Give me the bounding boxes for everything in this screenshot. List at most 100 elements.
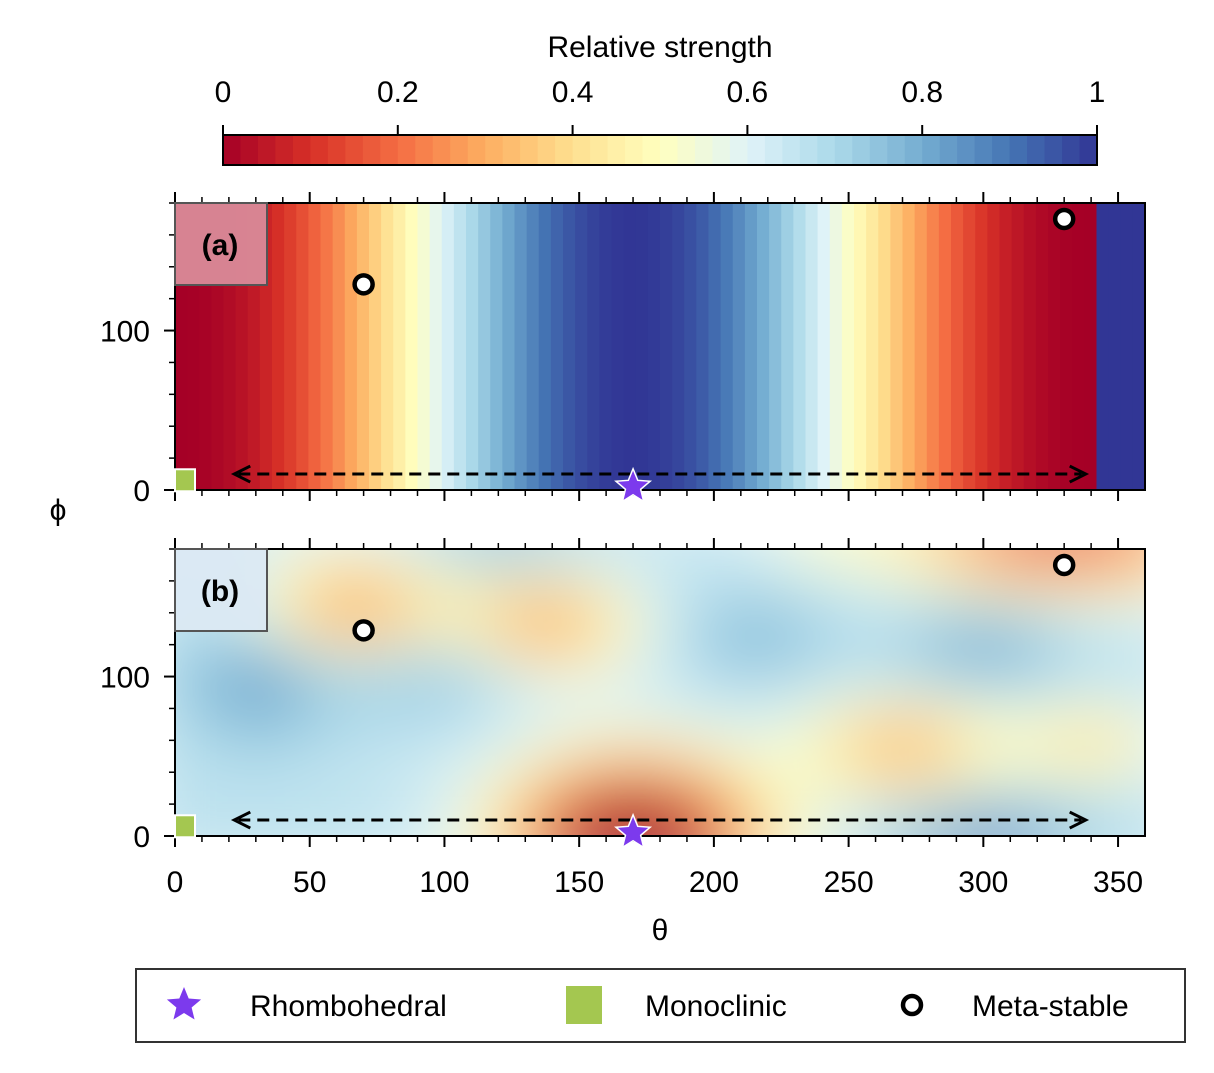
heatmap-b-cell bbox=[599, 549, 621, 568]
heatmap-b-cell bbox=[720, 602, 742, 622]
arrow-head-right bbox=[1069, 810, 1090, 830]
heatmap-b-cell bbox=[215, 836, 236, 855]
heatmap-b-cell bbox=[1145, 549, 1166, 568]
heatmap-b-cell bbox=[558, 656, 580, 676]
heatmap-b-cell bbox=[1064, 620, 1085, 640]
heatmap-b-cell bbox=[1104, 674, 1126, 694]
heatmap-b-cell bbox=[599, 566, 621, 586]
heatmap-b-cell bbox=[761, 549, 782, 568]
heatmap-a-cell bbox=[429, 203, 443, 490]
heatmap-b-cell bbox=[255, 818, 277, 836]
heatmap-b-cell bbox=[923, 513, 944, 532]
colorbar-cell bbox=[380, 135, 399, 165]
heatmap-b-cell bbox=[478, 782, 499, 801]
heatmap-b-cell bbox=[801, 818, 823, 836]
heatmap-b-cell bbox=[377, 728, 398, 747]
heatmap-b-cell bbox=[175, 656, 196, 676]
heatmap-b-cell bbox=[558, 620, 580, 640]
heatmap-b-cell bbox=[942, 674, 964, 694]
heatmap-b-cell bbox=[1124, 728, 1145, 747]
heatmap-b-cell bbox=[882, 818, 904, 836]
heatmap-b-cell bbox=[377, 710, 398, 729]
heatmap-b-cell bbox=[1003, 656, 1025, 676]
heatmap-b-cell bbox=[155, 836, 176, 855]
heatmap-b-cell bbox=[680, 566, 702, 586]
heatmap-b-cell bbox=[276, 710, 297, 729]
heatmap-b-cell bbox=[781, 549, 803, 568]
heatmap-a-cell bbox=[587, 203, 600, 490]
heatmap-b-cell bbox=[841, 764, 863, 783]
arrow-head-right bbox=[1069, 464, 1090, 484]
heatmap-b-cell bbox=[639, 620, 661, 640]
heatmap-b-cell bbox=[882, 638, 904, 658]
heatmap-b-cell bbox=[417, 818, 439, 836]
heatmap-b-cell bbox=[620, 513, 641, 532]
colorbar-cell bbox=[992, 135, 1011, 165]
heatmap-b-cell bbox=[579, 764, 600, 783]
heatmap-b-cell bbox=[1043, 638, 1065, 658]
heatmap-b-cell bbox=[1003, 710, 1025, 729]
colorbar-cell bbox=[764, 135, 783, 165]
heatmap-a-cell bbox=[999, 203, 1013, 490]
heatmap-b-cell bbox=[498, 692, 520, 712]
heatmap-b-cell bbox=[215, 513, 236, 532]
colorbar-cell bbox=[590, 135, 609, 165]
heatmap-b-cell bbox=[579, 602, 600, 622]
heatmap-b-cell bbox=[215, 728, 237, 747]
heatmap-b-cell bbox=[559, 513, 580, 532]
heatmap-b-cell bbox=[135, 782, 156, 801]
heatmap-b-cell bbox=[882, 674, 904, 694]
heatmap-b-cell bbox=[1104, 549, 1126, 568]
heatmap-b-cell bbox=[175, 620, 176, 640]
heatmap-a-cell bbox=[1132, 203, 1145, 490]
heatmap-b-cell bbox=[841, 549, 863, 550]
heatmap-b-cell bbox=[761, 782, 782, 801]
heatmap-b-cell bbox=[316, 566, 338, 586]
heatmap-b-cell bbox=[1165, 854, 1186, 873]
heatmap-b-cell bbox=[660, 728, 681, 747]
heatmap-b-cell bbox=[558, 584, 580, 604]
heatmap-b-cell bbox=[296, 566, 318, 586]
heatmap-b-cell bbox=[741, 836, 762, 855]
heatmap-b-cell bbox=[1023, 549, 1045, 550]
heatmap-b-cell bbox=[518, 746, 540, 765]
heatmap-b-cell bbox=[498, 656, 520, 676]
heatmap-b-cell bbox=[235, 728, 257, 747]
heatmap-b-cell bbox=[296, 584, 318, 604]
heatmap-b-cell bbox=[1023, 549, 1045, 568]
heatmap-b-cell bbox=[963, 656, 984, 676]
heatmap-b-cell bbox=[902, 674, 924, 694]
heatmap-b-cell bbox=[903, 836, 924, 855]
heatmap-b-cell bbox=[356, 746, 378, 765]
colorbar-cell bbox=[537, 135, 556, 165]
heatmap-b-cell bbox=[1043, 584, 1065, 604]
heatmap-b-cell bbox=[397, 656, 419, 676]
heatmap-b-cell bbox=[498, 800, 520, 819]
heatmap-a-cell bbox=[1011, 203, 1025, 490]
heatmap-a-cell bbox=[757, 203, 770, 490]
heatmap-b-cell bbox=[740, 620, 762, 640]
heatmap-b-cell bbox=[680, 818, 702, 836]
heatmap-b-cell bbox=[680, 710, 702, 729]
heatmap-b-cell bbox=[761, 513, 782, 532]
colorbar-cell bbox=[223, 135, 242, 165]
heatmap-b-cell bbox=[700, 746, 722, 765]
heatmap-b-cell bbox=[619, 728, 641, 747]
heatmap-b-cell bbox=[377, 656, 398, 676]
heatmap-b-cell bbox=[902, 638, 924, 658]
heatmap-b-cell bbox=[255, 710, 277, 729]
heatmap-b-cell bbox=[1043, 656, 1065, 676]
heatmap-b-cell bbox=[1145, 818, 1166, 837]
heatmap-b-cell bbox=[841, 692, 863, 712]
heatmap-b-cell bbox=[1064, 602, 1085, 622]
heatmap-b-cell bbox=[558, 818, 580, 836]
heatmap-b-cell bbox=[135, 639, 156, 658]
heatmap-b-cell bbox=[256, 836, 277, 855]
heatmap-b-cell bbox=[841, 638, 863, 658]
heatmap-b-cell bbox=[639, 746, 661, 765]
heatmap-b-cell bbox=[457, 638, 479, 658]
heatmap-a-cell bbox=[1120, 203, 1134, 490]
heatmap-a-cell bbox=[817, 203, 831, 490]
heatmap-b-cell bbox=[377, 638, 398, 658]
heatmap-b-cell bbox=[902, 728, 924, 747]
